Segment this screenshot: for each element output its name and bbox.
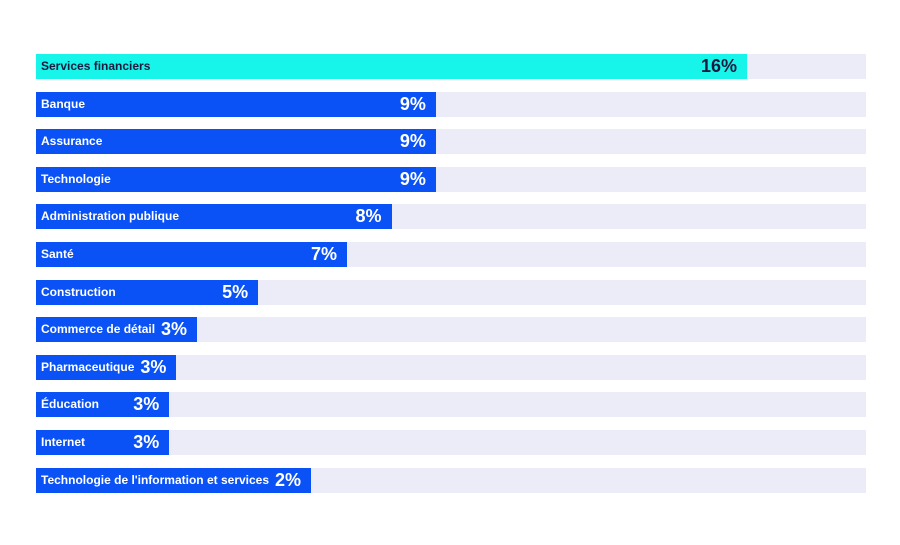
category-label: Technologie de l'information et services	[41, 472, 270, 487]
value-label: 5%	[222, 281, 249, 302]
bar: Technologie 9%	[36, 166, 436, 192]
bar: Internet 3%	[36, 430, 170, 455]
bar-row: Commerce de détail 3%	[36, 317, 866, 343]
bar-row: Technologie de l'information et services…	[36, 467, 866, 493]
category-label: Construction	[41, 284, 116, 299]
category-label: Éducation	[41, 397, 100, 412]
bar-row: Assurance 9%	[36, 129, 866, 155]
category-label: Commerce de détail	[41, 322, 156, 337]
category-label: Technologie	[41, 171, 111, 186]
value-label: 9%	[399, 93, 426, 114]
bar-row: Construction 5%	[36, 279, 866, 305]
value-label: 3%	[161, 319, 188, 340]
bar-row: Services financiers 16%	[36, 54, 866, 79]
category-label: Pharmaceutique	[41, 359, 135, 374]
value-label: 8%	[355, 206, 382, 227]
bar: Santé 7%	[36, 242, 348, 267]
bar: Technologie de l'information et services…	[36, 467, 312, 493]
bar-row: Éducation 3%	[36, 392, 866, 418]
bar-row: Banque 9%	[36, 91, 866, 117]
category-label: Santé	[41, 247, 74, 261]
category-label: Administration publique	[41, 209, 179, 224]
value-label: 2%	[275, 469, 302, 490]
bar: Services financiers 16%	[36, 54, 747, 79]
category-label: Assurance	[41, 134, 103, 149]
bar-row: Technologie 9%	[36, 166, 866, 192]
value-label: 3%	[140, 356, 167, 377]
value-label: 9%	[399, 168, 426, 189]
category-label: Services financiers	[41, 59, 151, 73]
value-label: 3%	[133, 432, 160, 452]
bar: Éducation 3%	[36, 392, 170, 418]
value-label: 9%	[399, 131, 426, 152]
value-label: 7%	[311, 244, 338, 264]
category-label: Banque	[41, 96, 86, 111]
value-label: 3%	[133, 394, 160, 415]
category-label: Internet	[41, 435, 86, 449]
bar: Construction 5%	[36, 279, 259, 305]
bar: Commerce de détail 3%	[36, 317, 198, 343]
bar: Administration publique 8%	[36, 204, 392, 230]
bar-row: Pharmaceutique 3%	[36, 354, 866, 380]
bar: Banque 9%	[36, 91, 436, 117]
value-label: 16%	[700, 56, 737, 76]
bar-row: Santé 7%	[36, 242, 866, 267]
bar: Pharmaceutique 3%	[36, 354, 177, 380]
bar: Assurance 9%	[36, 129, 436, 155]
bar-row: Internet 3%	[36, 430, 866, 455]
bar-row: Administration publique 8%	[36, 204, 866, 230]
